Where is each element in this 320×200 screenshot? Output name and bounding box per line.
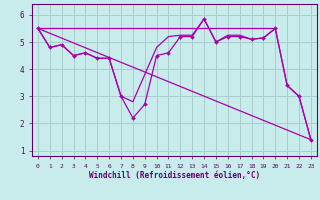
X-axis label: Windchill (Refroidissement éolien,°C): Windchill (Refroidissement éolien,°C) bbox=[89, 171, 260, 180]
